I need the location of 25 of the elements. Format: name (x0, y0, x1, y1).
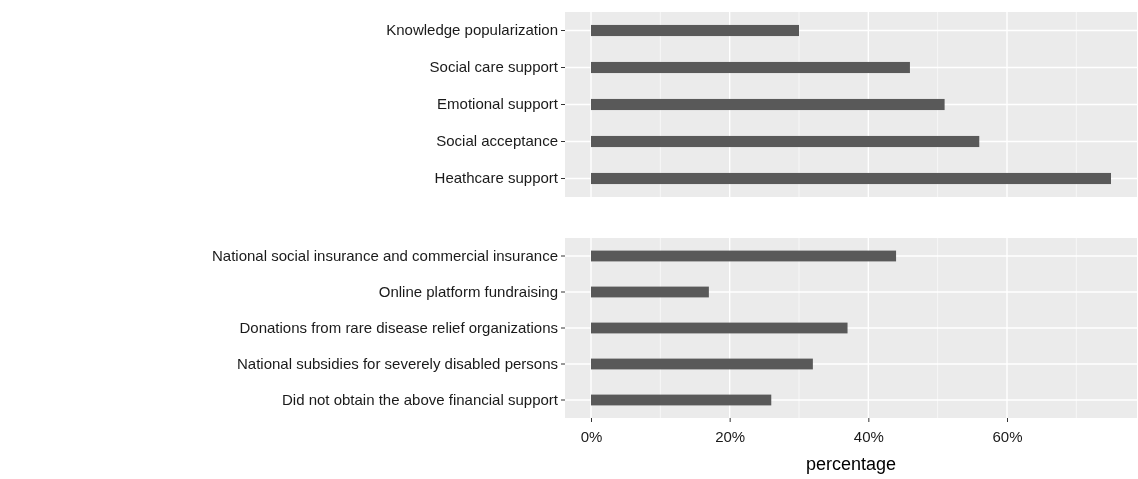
bar (591, 394, 772, 406)
y-tick-label: Heathcare support (434, 169, 559, 187)
bar (591, 135, 980, 148)
y-tick-label: Emotional support (437, 95, 559, 113)
y-tick-label: Donations from rare disease relief organizations (239, 318, 558, 336)
x-tick-label: 20% (715, 427, 746, 445)
bar (591, 286, 709, 298)
x-axis-title: percentage (805, 454, 897, 474)
x-tick-label: 60% (992, 427, 1023, 445)
bar (591, 322, 848, 334)
bar (591, 358, 813, 370)
bar (591, 172, 1111, 185)
y-tick-label: Did not obtain the above financial support (281, 390, 559, 408)
bar (591, 61, 910, 74)
bar (591, 98, 945, 111)
x-tick-label: 0% (580, 427, 603, 445)
x-tick-label: 40% (853, 427, 884, 445)
y-tick-label: Online platform fundraising (378, 282, 558, 300)
y-tick-label: Knowledge popularization (386, 21, 558, 39)
y-tick-label: Social acceptance (436, 132, 558, 150)
y-tick-label: National subsidies for severely disabled persons (236, 354, 558, 372)
bar (591, 24, 799, 37)
bar (591, 250, 897, 262)
y-tick-label: National social insurance and commercial insurance (211, 246, 558, 264)
y-tick-label: Social care support (429, 58, 559, 76)
